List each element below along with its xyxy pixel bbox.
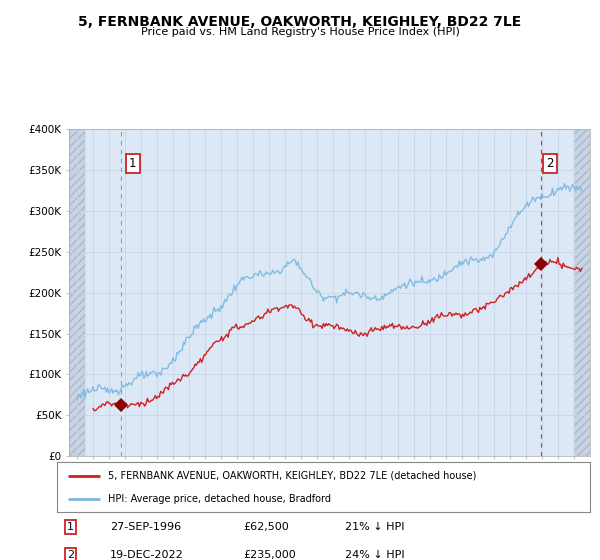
Text: 27-SEP-1996: 27-SEP-1996 (110, 522, 181, 532)
Text: 19-DEC-2022: 19-DEC-2022 (110, 550, 184, 560)
Text: 2: 2 (67, 550, 74, 560)
Text: 21% ↓ HPI: 21% ↓ HPI (345, 522, 404, 532)
Text: £235,000: £235,000 (244, 550, 296, 560)
Bar (69, 129, 85, 456)
Text: 5, FERNBANK AVENUE, OAKWORTH, KEIGHLEY, BD22 7LE (detached house): 5, FERNBANK AVENUE, OAKWORTH, KEIGHLEY, … (107, 470, 476, 480)
Text: 24% ↓ HPI: 24% ↓ HPI (345, 550, 404, 560)
Text: 1: 1 (67, 522, 74, 532)
Text: 2: 2 (546, 157, 554, 170)
Text: 1: 1 (129, 157, 137, 170)
Bar (574, 129, 590, 456)
Text: HPI: Average price, detached house, Bradford: HPI: Average price, detached house, Brad… (107, 494, 331, 504)
Text: £62,500: £62,500 (244, 522, 289, 532)
Text: Price paid vs. HM Land Registry's House Price Index (HPI): Price paid vs. HM Land Registry's House … (140, 27, 460, 38)
Text: 5, FERNBANK AVENUE, OAKWORTH, KEIGHLEY, BD22 7LE: 5, FERNBANK AVENUE, OAKWORTH, KEIGHLEY, … (79, 15, 521, 29)
Bar (69, 129, 85, 456)
Bar (574, 129, 590, 456)
